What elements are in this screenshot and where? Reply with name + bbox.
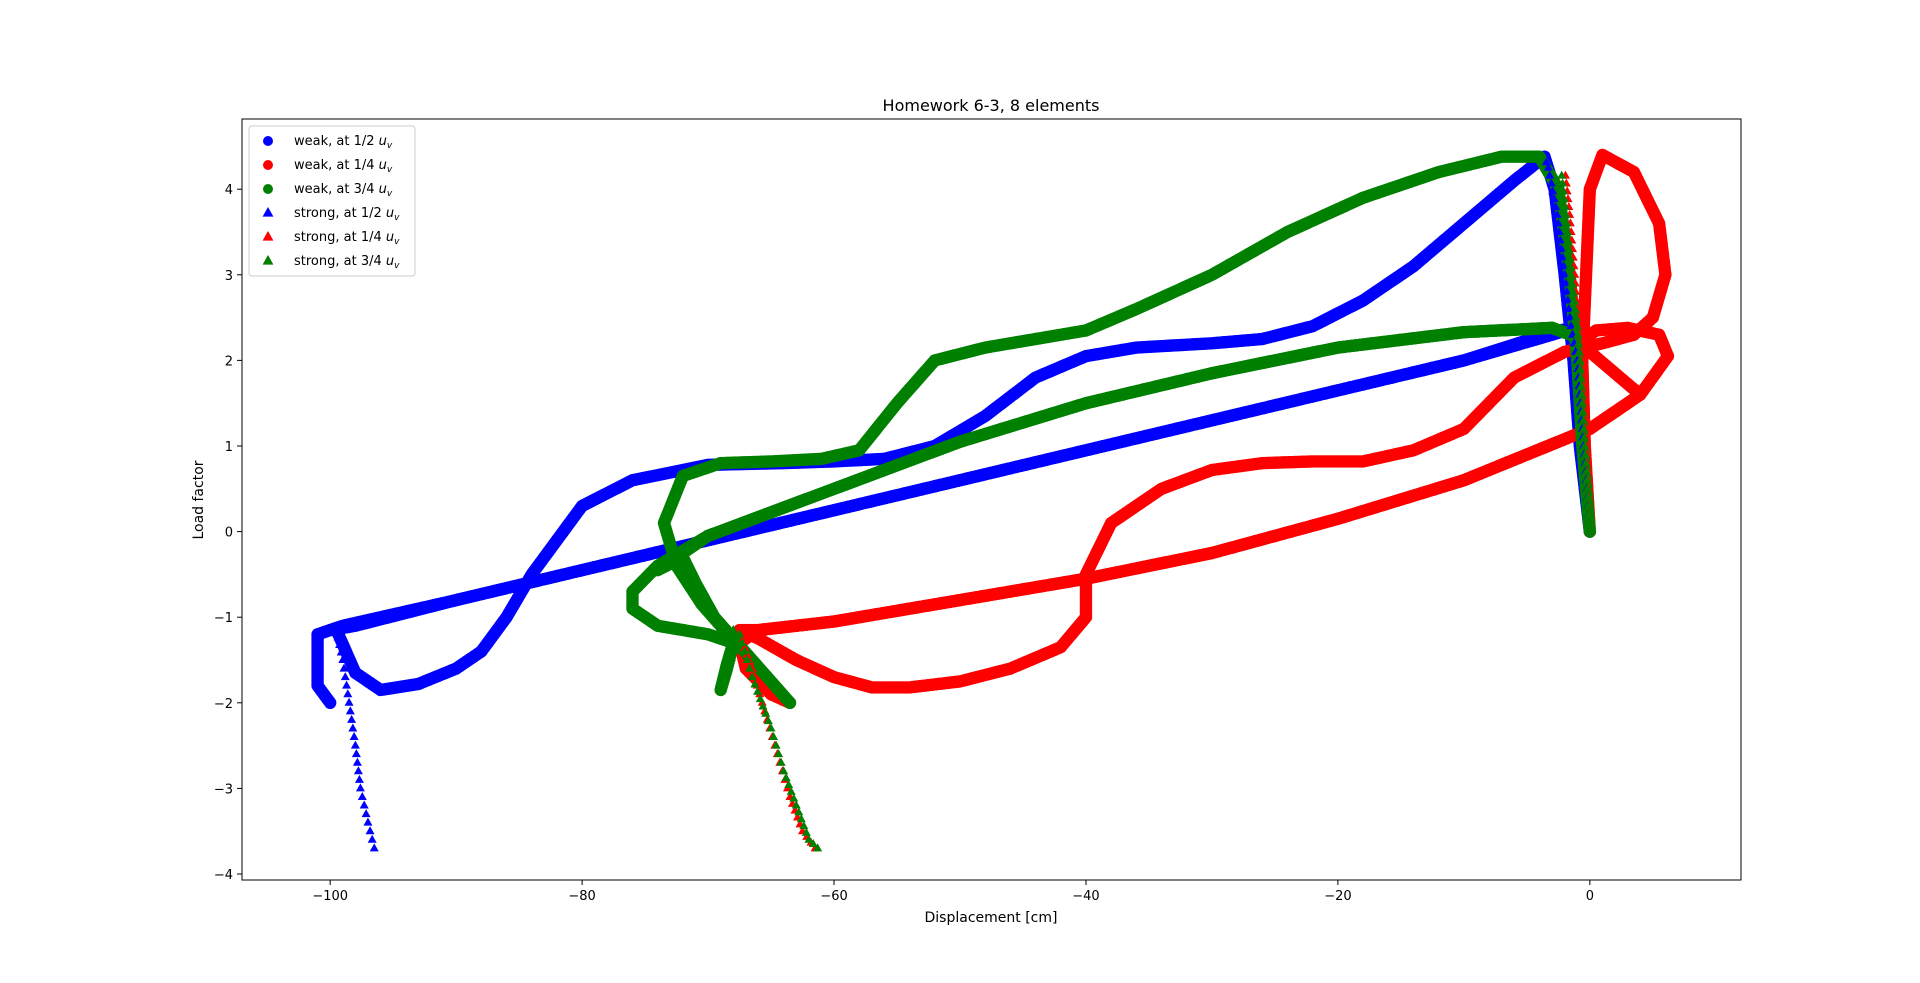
series-marker [783, 696, 797, 710]
series-marker [323, 696, 337, 710]
plot-marks [311, 148, 1675, 852]
